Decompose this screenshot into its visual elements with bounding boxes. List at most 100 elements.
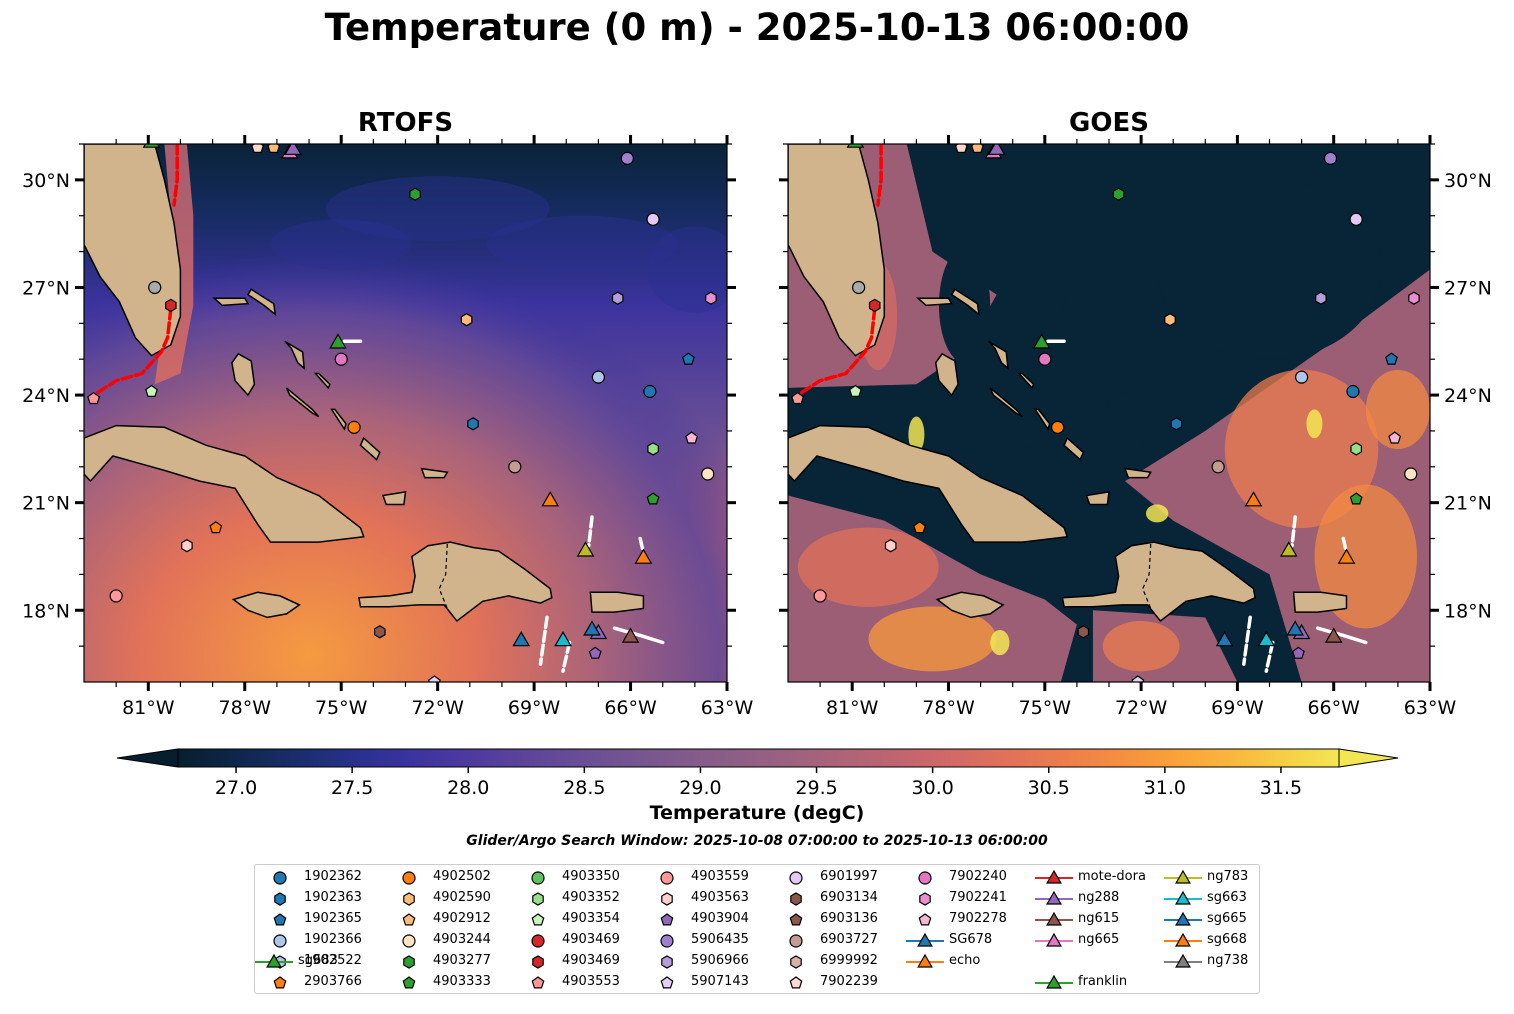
land-exuma	[285, 387, 320, 418]
legend-triangle	[266, 953, 282, 968]
legend-marker	[273, 871, 287, 885]
platform-marker-gray-marker	[148, 280, 162, 295]
platform-marker-4903333	[1349, 492, 1363, 505]
legend-marker	[918, 913, 932, 926]
colorbar-tick-label: 30.0	[911, 777, 953, 799]
legend-marker	[403, 892, 415, 906]
platform-marker-4903354	[145, 384, 158, 397]
platform-marker-4903354	[848, 384, 862, 397]
goes-hot-spot	[1145, 504, 1169, 523]
legend-triangle	[1046, 932, 1062, 947]
land-cuba	[84, 424, 365, 543]
legend-symbol	[919, 892, 931, 906]
land-hispaniola	[358, 541, 553, 623]
glider-track	[612, 626, 665, 645]
legend-symbol	[273, 913, 287, 926]
legend-label: echo	[949, 953, 981, 968]
land-abaco	[246, 288, 277, 317]
legend-marker	[906, 953, 944, 968]
legend-label: 4903469	[562, 953, 620, 968]
legend-label: 2903766	[304, 974, 362, 989]
land-acklins	[359, 436, 381, 461]
glider-track	[795, 307, 877, 397]
legend-marker	[789, 934, 803, 948]
legend-symbol	[532, 892, 544, 906]
legend-symbol	[403, 955, 415, 969]
legend-marker	[1164, 953, 1202, 968]
legend-label: 4903277	[433, 953, 491, 968]
legend-triangle	[1175, 869, 1191, 884]
platform-marker-4903350	[923, 102, 935, 114]
legend-symbol	[661, 955, 673, 969]
goes-warm-patch	[797, 527, 939, 607]
legend-marker	[1164, 932, 1202, 947]
platform-marker-6901997	[646, 212, 660, 226]
y-tick-label: 27°N	[22, 277, 70, 299]
platform-marker-4903553	[87, 391, 101, 405]
legend-symbol	[660, 976, 674, 989]
legend-label: ng665	[1078, 932, 1120, 947]
platform-marker-7902278	[1388, 431, 1402, 444]
legend-label: sg668	[1207, 932, 1247, 947]
legend-symbol	[531, 934, 545, 948]
legend-marker	[402, 976, 416, 989]
platform-marker-4903333	[646, 492, 660, 505]
land-florida	[788, 144, 886, 357]
x-tick-label: 81°W	[826, 697, 879, 719]
legend-label: ng288	[1078, 890, 1120, 905]
x-tick-label: 72°W	[411, 697, 464, 719]
land-grandBahama	[212, 297, 250, 307]
x-tick-label: 66°W	[604, 697, 657, 719]
legend-label: 4903244	[433, 932, 491, 947]
legend-symbol	[273, 934, 287, 948]
platform-marker-ng615	[621, 627, 640, 643]
platform-marker-4902912	[267, 144, 281, 153]
legend-label: 1902522	[304, 953, 362, 968]
land-andros	[231, 352, 256, 397]
legend-label: 4902502	[433, 869, 491, 884]
platform-marker-4903563	[181, 539, 193, 553]
goes-map	[788, 102, 1430, 682]
platform-marker-7902239	[251, 144, 265, 153]
legend-label: 6903727	[820, 932, 878, 947]
legend-marker	[402, 934, 416, 948]
goes-warm-patch	[1314, 484, 1418, 629]
platform-marker-gray-marker	[852, 280, 866, 295]
platform-marker-ng288-north	[987, 144, 1006, 155]
goes-hot-spot	[1306, 409, 1323, 439]
y-tick-label: 21°N	[1444, 493, 1492, 515]
legend-triangle	[917, 953, 933, 968]
platform-marker-6901997	[1349, 212, 1363, 226]
y-tick-label: 30°N	[22, 170, 70, 192]
legend-symbol	[660, 913, 674, 926]
legend-label: 7902240	[949, 869, 1007, 884]
legend-label: ng738	[1207, 953, 1249, 968]
eddy-feature	[646, 226, 727, 313]
colorbar-tick-label: 27.5	[331, 777, 373, 799]
legend-marker	[660, 976, 674, 989]
land-florida	[84, 144, 182, 357]
glider-track	[91, 307, 173, 397]
land-cuba	[788, 424, 1069, 543]
glider-track	[561, 640, 572, 673]
legend-label: 4903563	[691, 890, 749, 905]
legend-marker	[402, 871, 416, 885]
platform-marker-6903727	[1211, 460, 1225, 474]
legend-label: 1902366	[304, 932, 362, 947]
platform-marker-4903350	[219, 102, 231, 114]
y-tick-label: 27°N	[1444, 277, 1492, 299]
legend-symbol	[790, 955, 802, 969]
platform-marker-4903469	[868, 298, 881, 313]
legend-marker	[1035, 932, 1073, 947]
goes-cloud-patch	[1157, 179, 1382, 360]
platform-marker-6903134	[1077, 625, 1090, 639]
platform-marker-SG678	[512, 631, 531, 647]
goes-panel-title: GOES	[1069, 108, 1149, 138]
legend-symbol	[532, 955, 544, 969]
legend-marker	[531, 934, 545, 948]
legend-symbol	[273, 871, 287, 885]
y-tick-label: 30°N	[1444, 170, 1492, 192]
legend-marker	[274, 892, 286, 906]
platform-marker-sg683	[142, 144, 161, 148]
platform-marker-2903766	[209, 521, 223, 534]
